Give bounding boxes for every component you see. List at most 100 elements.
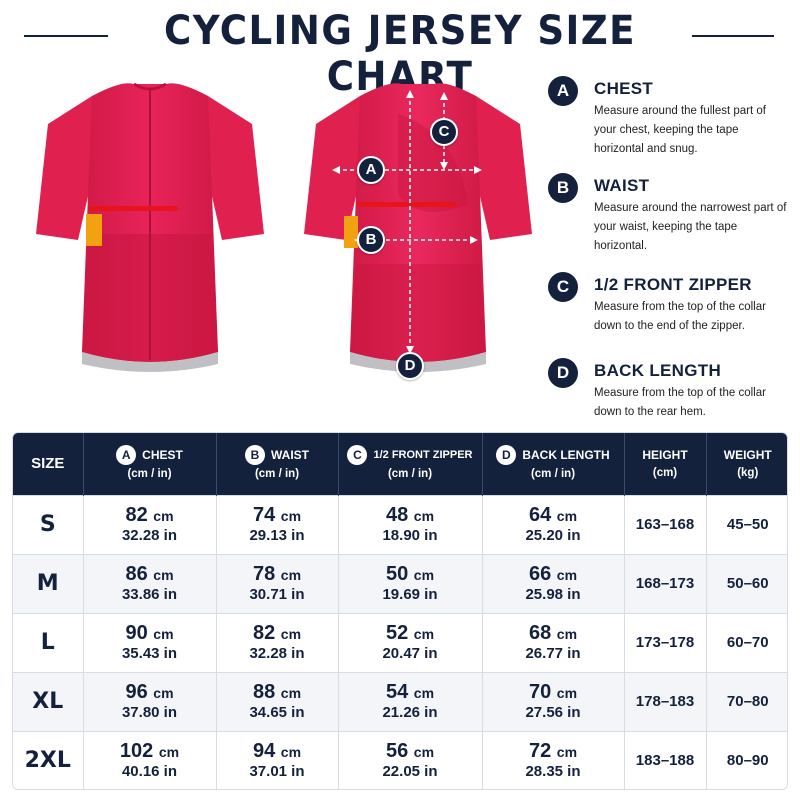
value-cm: 86 cm xyxy=(84,563,216,586)
legend-description: Measure from the top of the collar down … xyxy=(594,387,766,418)
header-badge: C xyxy=(347,444,368,465)
jersey-front-illustration xyxy=(30,74,270,374)
value-cm-unit: cm xyxy=(556,685,578,701)
cell-front-zipper: 52 cm 20.47 in xyxy=(338,613,483,672)
cell-height: 168–173 xyxy=(624,554,707,613)
cell-waist: 88 cm 34.65 in xyxy=(216,672,339,731)
value-inch: 37.80 in xyxy=(121,704,178,721)
value-inch: 34.65 in xyxy=(249,704,305,721)
value-cm-number: 52 xyxy=(385,622,409,644)
value-cm: 82 cm xyxy=(217,622,338,645)
cell-front-zipper: 50 cm 19.69 in xyxy=(338,554,483,613)
header-label: HEIGHT xyxy=(642,448,688,463)
value-inch: 26.77 in xyxy=(525,645,581,662)
value-cm-number: 56 xyxy=(385,740,409,763)
size-table-body: S 82 cm 32.28 in 74 cm 29.13 in 48 cm 18.90 in… xyxy=(13,495,787,789)
value-inch: 28.35 in xyxy=(525,763,581,781)
value-inch: 32.28 in xyxy=(121,527,178,544)
header-waist: B WAIST (cm / in) xyxy=(216,433,339,495)
value-cm-number: 102 xyxy=(119,740,154,763)
cell-size: S xyxy=(13,495,84,554)
legend-badge: C xyxy=(548,272,578,302)
legend-description: Measure from the top of the collar down … xyxy=(594,301,766,332)
value-cm: 66 cm xyxy=(483,563,624,586)
cell-size: XL xyxy=(13,672,84,731)
value-cm-unit: cm xyxy=(153,567,174,583)
value-cm-unit: cm xyxy=(413,744,435,761)
table-row: 2XL 102 cm 40.16 in 94 cm 37.01 in 56 cm 22.05… xyxy=(13,731,787,789)
header-label: WAIST xyxy=(271,447,309,462)
value-inch: 21.26 in xyxy=(382,704,438,721)
table-row: XL 96 cm 37.80 in 88 cm 34.65 in 54 cm 21.26 i… xyxy=(13,672,787,731)
cell-chest: 86 cm 33.86 in xyxy=(83,554,217,613)
value-cm-number: 64 xyxy=(528,504,552,526)
legend-badge: D xyxy=(548,358,578,388)
value-cm-number: 66 xyxy=(528,563,552,585)
value-cm-number: 48 xyxy=(385,504,409,526)
cell-back-length: 70 cm 27.56 in xyxy=(482,672,625,731)
cell-weight: 45–50 xyxy=(726,516,769,533)
value-cm-number: 94 xyxy=(252,740,276,763)
diagram-marker-c: C xyxy=(430,118,458,146)
table-row: L 90 cm 35.43 in 82 cm 32.28 in 52 cm 20.47 in… xyxy=(13,613,787,672)
value-inch: 19.69 in xyxy=(382,586,438,603)
header-label: BACK LENGTH xyxy=(522,447,610,462)
value-cm: 70 cm xyxy=(483,681,624,704)
cell-weight: 50–60 xyxy=(726,575,769,592)
value-inch: 29.13 in xyxy=(249,527,305,544)
value-cm-unit: cm xyxy=(556,626,578,642)
value-cm-number: 50 xyxy=(385,563,409,585)
header-unit: (cm / in) xyxy=(254,467,300,480)
value-cm: 94 cm xyxy=(217,740,338,763)
header-unit: (cm / in) xyxy=(387,467,433,480)
value-inch: 40.16 in xyxy=(121,763,178,781)
size-table: SIZE A CHEST (cm / in) B WAIST (cm / in) C… xyxy=(13,433,787,789)
value-cm-unit: cm xyxy=(556,567,578,583)
value-cm-unit: cm xyxy=(556,508,578,524)
value-cm-number: 90 xyxy=(125,622,148,644)
cell-chest: 90 cm 35.43 in xyxy=(83,613,217,672)
diagram-marker-b: B xyxy=(357,226,385,254)
cell-front-zipper: 54 cm 21.26 in xyxy=(338,672,483,731)
value-cm-number: 68 xyxy=(528,622,552,644)
header-badge: B xyxy=(245,444,265,465)
title-bar: CYCLING JERSEY SIZE CHART xyxy=(0,0,800,100)
cell-size: L xyxy=(13,613,84,672)
cell-back-length: 68 cm 26.77 in xyxy=(482,613,625,672)
cell-back-length: 72 cm 28.35 in xyxy=(482,731,625,789)
legend-title: CHEST xyxy=(594,79,654,98)
value-inch: 25.98 in xyxy=(525,586,581,603)
value-cm: 96 cm xyxy=(84,681,216,704)
value-cm-unit: cm xyxy=(280,626,302,642)
value-cm-number: 96 xyxy=(125,681,148,703)
header-label: WEIGHT xyxy=(723,448,772,463)
jersey-front-svg xyxy=(36,82,264,372)
cell-chest: 82 cm 32.28 in xyxy=(83,495,217,554)
cell-weight: 80–90 xyxy=(726,752,769,770)
value-inch: 18.90 in xyxy=(382,527,438,544)
value-cm: 54 cm xyxy=(339,681,482,704)
cell-waist: 74 cm 29.13 in xyxy=(216,495,339,554)
value-cm: 50 cm xyxy=(339,563,482,586)
legend-description: Measure around the narrowest part of you… xyxy=(594,202,787,252)
value-cm: 102 cm xyxy=(84,740,216,763)
legend-badge: A xyxy=(548,76,578,106)
value-inch: 35.43 in xyxy=(121,645,178,662)
value-cm: 68 cm xyxy=(483,622,624,645)
cell-height: 183–188 xyxy=(624,731,707,789)
value-cm: 64 cm xyxy=(483,504,624,527)
cell-waist: 94 cm 37.01 in xyxy=(216,731,339,789)
jersey-back-svg xyxy=(304,83,532,372)
diagram-marker-d: D xyxy=(396,352,424,380)
value-cm: 82 cm xyxy=(84,504,216,527)
header-unit: (cm / in) xyxy=(127,467,172,480)
cell-back-length: 66 cm 25.98 in xyxy=(482,554,625,613)
value-cm-number: 72 xyxy=(528,740,552,763)
value-cm-unit: cm xyxy=(158,744,180,761)
value-inch: 33.86 in xyxy=(121,586,178,603)
header-size: SIZE xyxy=(13,433,84,495)
value-cm-unit: cm xyxy=(280,508,302,524)
value-inch: 20.47 in xyxy=(382,645,438,662)
cell-waist: 82 cm 32.28 in xyxy=(216,613,339,672)
table-header-row: SIZE A CHEST (cm / in) B WAIST (cm / in) C… xyxy=(13,433,787,495)
